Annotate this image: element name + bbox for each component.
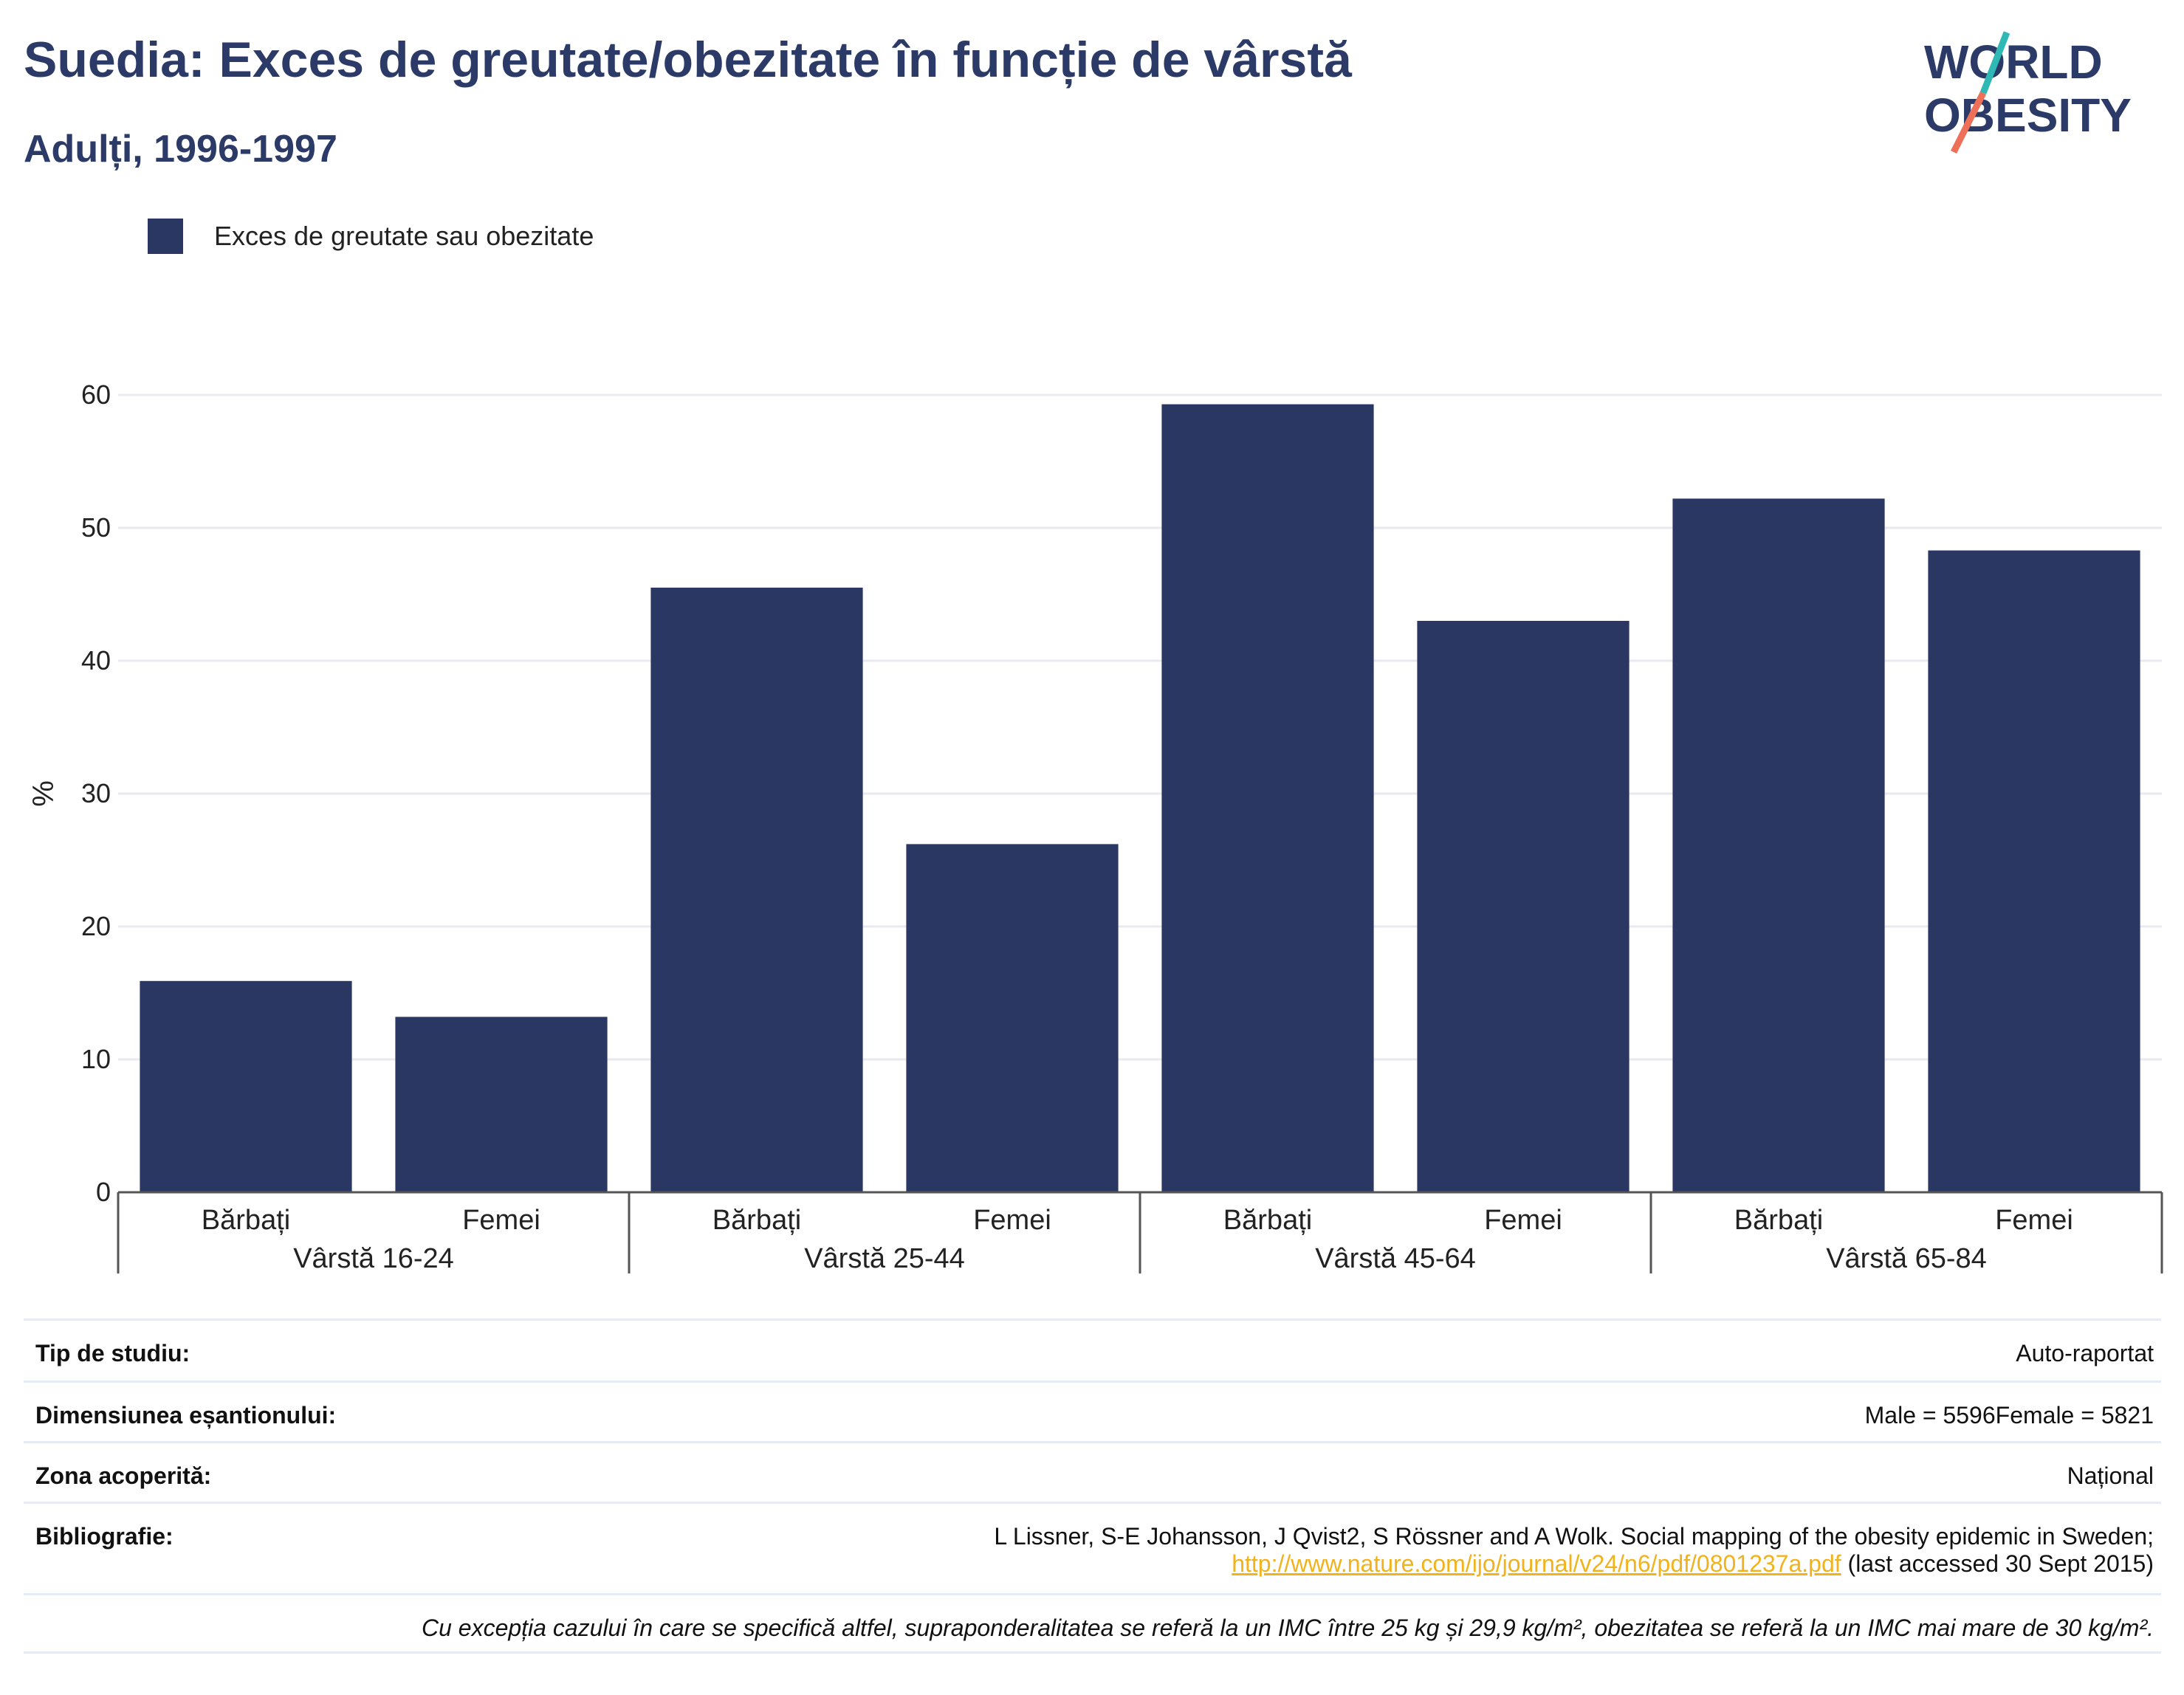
x-group-label: Vârstă 45-64 [1315,1243,1476,1274]
bar [1928,550,2140,1192]
x-tick-label: Femei [1484,1205,1562,1236]
bar [906,844,1119,1192]
chart-subtitle: Adulți, 1996-1997 [24,128,337,171]
world-obesity-logo: WORLD OBESITY [1924,31,2132,154]
x-tick-label: Femei [973,1205,1051,1236]
y-tick-label: 30 [81,778,111,808]
coverage-value: Național [2067,1462,2154,1489]
y-tick-label: 60 [81,379,111,410]
bibliography-link[interactable]: http://www.nature.com/ijo/journal/v24/n6… [1232,1550,1841,1577]
coverage-label: Zona acoperită: [35,1462,212,1489]
bar [1672,498,1885,1192]
sample-size-value: Male = 5596Female = 5821 [1864,1402,2154,1428]
bibliography-label: Bibliografie: [35,1523,174,1550]
logo-slash-teal [1979,31,2010,94]
x-group-label: Vârstă 65-84 [1826,1243,1987,1274]
logo-line-world: WORLD [1924,35,2103,89]
legend-swatch [148,219,183,254]
bibliography-value: L Lissner, S-E Johansson, J Qvist2, S Rö… [994,1523,2154,1578]
x-tick-label: Bărbați [1223,1205,1312,1236]
y-tick-label: 10 [81,1044,111,1074]
info-row-study-type: Tip de studiu: Auto-raportat [24,1318,2161,1381]
x-group-label: Vârstă 16-24 [293,1243,454,1274]
y-tick-label: 50 [81,512,111,543]
bar [395,1017,608,1192]
bar [1161,404,1374,1192]
chart-title: Suedia: Exces de greutate/obezitate în f… [24,32,1352,88]
bibliography-suffix: (last accessed 30 Sept 2015) [1841,1550,2154,1577]
footnote: Cu excepția cazului în care se specifică… [24,1593,2161,1654]
info-row-sample-size: Dimensiunea eșantionului: Male = 5596Fem… [24,1381,2161,1441]
logo-slash-coral [1950,91,1987,154]
study-type-label: Tip de studiu: [35,1340,190,1366]
info-row-coverage: Zona acoperită: Național [24,1441,2161,1502]
x-tick-label: Bărbați [202,1205,290,1236]
sample-size-label: Dimensiunea eșantionului: [35,1402,337,1428]
y-tick-label: 0 [96,1177,111,1207]
bar-chart: 0 10 20 30 40 50 60% Bărbați Femei Bărbați Femei Bă… [27,379,2163,1274]
info-table: Tip de studiu: Auto-raportat Dimensiunea… [24,1318,2161,1654]
legend-label: Exces de greutate sau obezitate [214,221,594,251]
bar [140,980,352,1192]
y-tick-label: 40 [81,645,111,675]
x-group-label: Vârstă 25-44 [804,1243,965,1274]
x-tick-label: Femei [462,1205,540,1236]
study-type-value: Auto-raportat [2016,1340,2154,1366]
logo-line-obesity: OBESITY [1924,89,2132,142]
x-tick-label: Femei [1995,1205,2073,1236]
info-row-bibliography: Bibliografie: L Lissner, S-E Johansson, … [24,1502,2161,1593]
y-tick-label: 20 [81,911,111,941]
bar [1417,621,1630,1192]
x-tick-label: Bărbați [1734,1205,1823,1236]
legend[interactable]: Exces de greutate sau obezitate [148,219,594,254]
y-axis-label: % [27,780,60,807]
bar [650,588,863,1192]
x-tick-label: Bărbați [712,1205,801,1236]
bibliography-text: L Lissner, S-E Johansson, J Qvist2, S Rö… [994,1523,2154,1550]
